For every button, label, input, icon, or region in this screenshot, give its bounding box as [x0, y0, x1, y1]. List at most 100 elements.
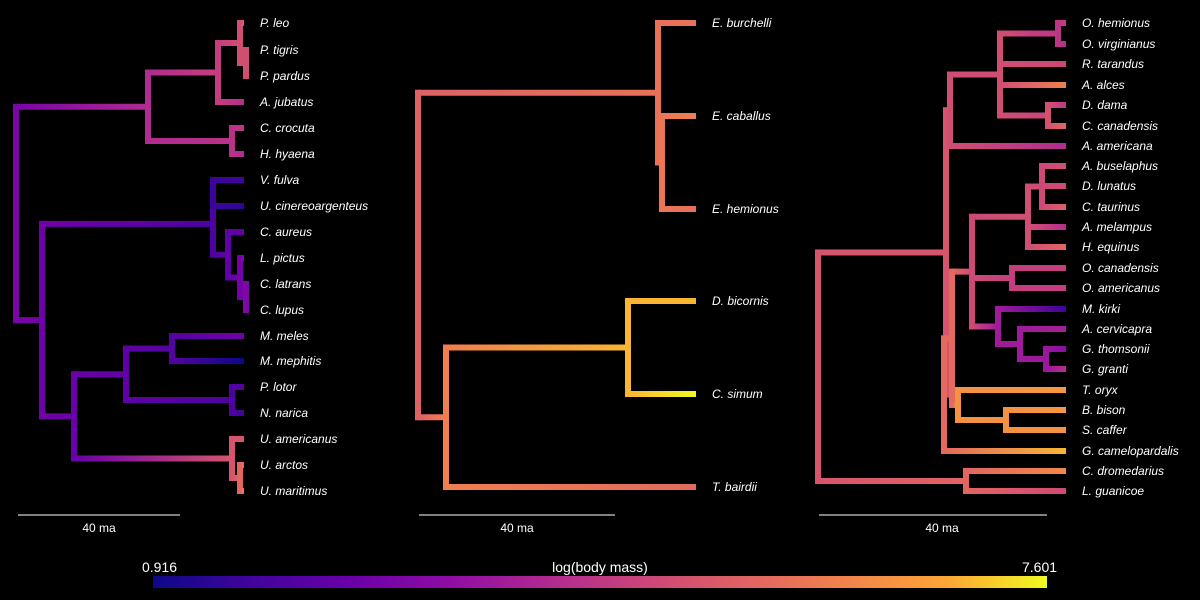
tree-branch [228, 229, 244, 235]
tree-branch [210, 177, 216, 209]
tree-branch [1028, 224, 1066, 230]
tree-branch [1043, 346, 1049, 372]
colorbar-min-label: 0.916 [142, 559, 177, 575]
tip-label: G. camelopardalis [1082, 444, 1179, 458]
tree-branch [71, 371, 77, 462]
tree-branch [1028, 183, 1042, 190]
tree-branch [1048, 123, 1066, 129]
tree-branch [662, 206, 696, 212]
tree-branch [237, 20, 243, 66]
tree-branch [243, 281, 249, 313]
tree-branch [232, 410, 244, 416]
tree-branch [815, 249, 821, 484]
tip-label: O. hemionus [1082, 16, 1150, 30]
tip-label: C. simum [712, 387, 763, 401]
tip-label: D. lunatus [1082, 179, 1136, 193]
tree-branch [655, 20, 661, 166]
tree-branch [1055, 20, 1061, 47]
tree-branch [225, 229, 231, 281]
tree-branch [229, 384, 235, 416]
tree-branch [229, 436, 235, 481]
tree-branch [1000, 112, 1042, 119]
tree-branch [966, 488, 1066, 494]
tree-branch [1003, 407, 1009, 433]
tip-label: U. maritimus [260, 484, 327, 498]
tip-label: H. equinus [1082, 240, 1139, 254]
tree-branch [1012, 285, 1066, 291]
tip-label: M. kirki [1082, 302, 1120, 316]
tip-label: C. crocuta [260, 121, 315, 135]
tip-label: M. mephitis [260, 354, 321, 368]
tree-branch [172, 333, 244, 339]
tree-branch [1045, 102, 1051, 129]
tip-label: G. thomsonii [1082, 342, 1150, 356]
tree-branch [1042, 183, 1066, 189]
tree-branch [418, 89, 658, 96]
tree-branch [1017, 326, 1023, 362]
tree-branch [240, 488, 244, 494]
tree-branch [966, 468, 1066, 474]
tree-branch [972, 323, 998, 330]
tip-label: T. bairdii [712, 480, 757, 494]
tree-branch [1020, 356, 1046, 362]
tip-label: A. buselaphus [1081, 159, 1158, 173]
tree-branch [123, 345, 129, 403]
tip-label: L. pictus [260, 251, 305, 265]
tree-branch [240, 255, 244, 261]
tip-label: O. americanus [1082, 281, 1160, 295]
tree-branch [972, 213, 1028, 220]
tree-branch [446, 344, 628, 351]
tip-label: E. caballus [712, 109, 771, 123]
tip-label: A. jubatus [259, 95, 313, 109]
tree-branch [963, 468, 969, 494]
tip-label: U. americanus [260, 432, 337, 446]
tree-branch [818, 249, 946, 256]
tip-label: N. narica [260, 406, 308, 420]
tree-branch [628, 391, 696, 397]
colorbar-max-label: 7.601 [1022, 559, 1057, 575]
tree-branch [16, 103, 148, 110]
tree-branch [39, 220, 45, 420]
tip-label: E. hemionus [712, 202, 779, 216]
colorbar: 0.916 log(body mass) 7.601 [142, 559, 1057, 588]
tree-branch [215, 40, 221, 105]
tree-branch [1006, 427, 1066, 433]
tree-branch [74, 371, 126, 378]
tree-branch [944, 335, 952, 342]
tree-branch [218, 40, 240, 46]
tree-branch [415, 89, 421, 421]
tip-label: C. canadensis [1082, 119, 1158, 133]
tree-branch [950, 143, 1066, 149]
tree-branch [443, 344, 449, 490]
tip-label: O. canadensis [1082, 261, 1159, 275]
tip-label: D. dama [1082, 98, 1128, 112]
tree-branch [1042, 163, 1066, 169]
tree-branch [13, 103, 19, 324]
tree-branch [213, 251, 228, 258]
tree-branch [148, 69, 218, 76]
tree-branch [995, 306, 1001, 347]
tree-branch [446, 484, 696, 490]
scale-bar-label: 40 ma [500, 521, 534, 535]
tree-branch [228, 274, 240, 281]
scale-bar-label: 40 ma [82, 521, 116, 535]
tree-branch [237, 255, 243, 300]
tip-label: M. meles [260, 329, 309, 343]
tree-branch [972, 275, 1012, 281]
tree-branch [218, 99, 244, 105]
colorbar-title: log(body mass) [552, 559, 648, 575]
tip-label: G. granti [1082, 362, 1128, 376]
tree-branch [1058, 20, 1066, 26]
tree-branch [169, 333, 175, 364]
tree-branch [126, 345, 172, 352]
tree-branch [1042, 204, 1066, 210]
tree-branch [172, 358, 244, 364]
tree-3: O. hemionus O. virginianus R. tarandus A. a… [815, 16, 1179, 498]
tree-branch [145, 69, 151, 144]
tree-branch [213, 203, 244, 209]
tree-branch [210, 190, 216, 258]
tree-branch [232, 125, 244, 131]
tree-branch [1012, 265, 1066, 271]
tree-branch [969, 213, 975, 330]
